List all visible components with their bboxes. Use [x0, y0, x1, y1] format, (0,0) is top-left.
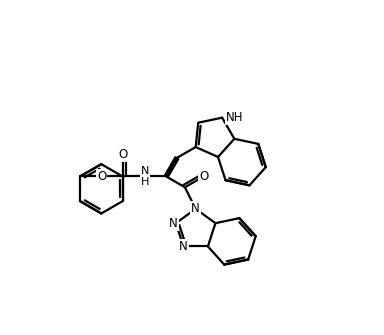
Polygon shape — [166, 157, 179, 177]
Text: N: N — [191, 202, 200, 215]
Text: NH: NH — [226, 111, 243, 124]
Text: O: O — [119, 148, 128, 161]
Text: O: O — [97, 170, 106, 183]
Text: N
H: N H — [141, 166, 149, 187]
Text: O: O — [199, 170, 208, 183]
Text: N: N — [169, 217, 178, 230]
Text: N: N — [179, 240, 188, 253]
